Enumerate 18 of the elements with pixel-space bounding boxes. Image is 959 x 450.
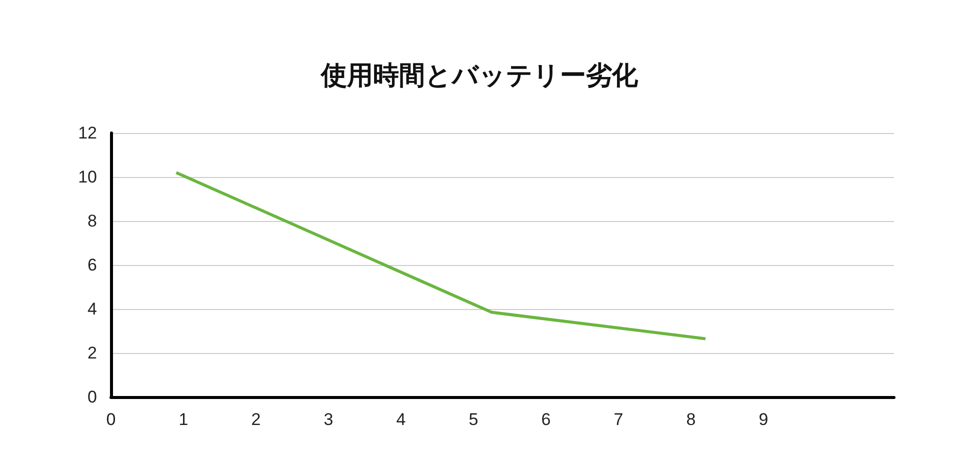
y-tick-label: 12 (78, 124, 97, 142)
chart-title: 使用時間とバッテリー劣化 (320, 61, 639, 91)
x-tick-label: 3 (324, 410, 334, 429)
x-tick-label: 7 (614, 410, 624, 429)
y-tick-label: 2 (88, 344, 97, 362)
x-tick-label: 2 (251, 410, 261, 429)
x-tick-label: 0 (106, 410, 116, 429)
x-tick-label: 5 (468, 410, 478, 429)
y-tick-label: 10 (78, 168, 97, 186)
x-tick-label: 1 (178, 410, 188, 429)
y-tick-label: 8 (88, 212, 97, 230)
y-tick-label: 6 (88, 256, 97, 274)
y-tick-label: 4 (88, 300, 97, 318)
x-tick-label: 8 (686, 410, 696, 429)
y-tick-label: 0 (88, 388, 97, 406)
x-tick-label: 6 (541, 410, 551, 429)
x-tick-label: 9 (758, 410, 768, 429)
x-tick-label: 4 (396, 410, 406, 429)
